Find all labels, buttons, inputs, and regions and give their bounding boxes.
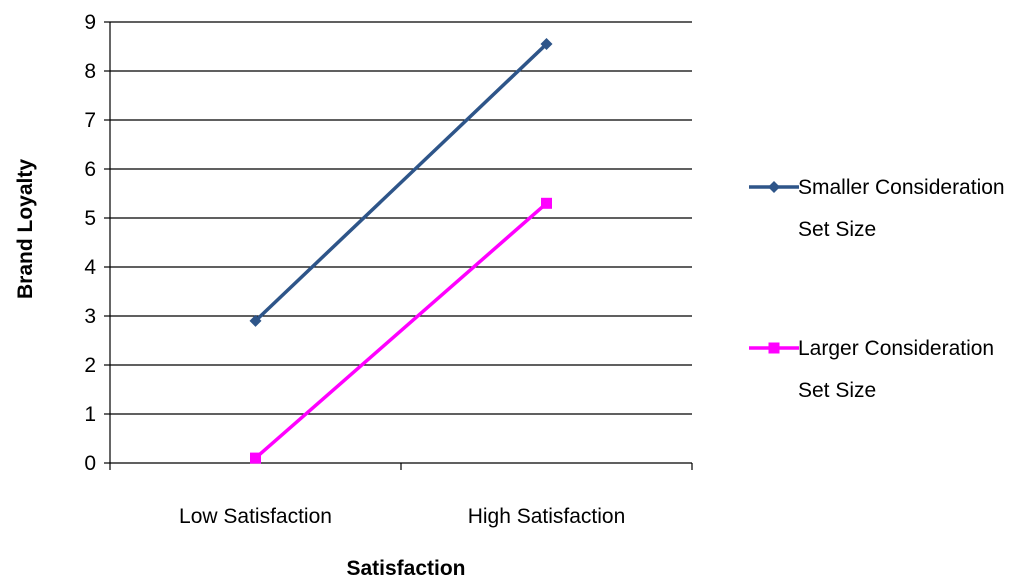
axes bbox=[104, 21, 693, 470]
y-tick-label: 1 bbox=[84, 403, 96, 426]
y-tick-label: 2 bbox=[84, 354, 96, 377]
y-tick-label: 0 bbox=[84, 452, 96, 475]
y-tick-label: 3 bbox=[84, 305, 96, 328]
y-tick-label: 9 bbox=[84, 11, 96, 34]
data-point bbox=[250, 452, 261, 464]
legend-label: Smaller Consideration Set Size bbox=[798, 176, 1005, 241]
gridlines bbox=[110, 21, 692, 415]
y-tick-label: 4 bbox=[84, 256, 96, 279]
x-tick-labels: Low Satisfaction High Satisfaction bbox=[179, 505, 625, 528]
y-tick-label: 5 bbox=[84, 207, 96, 230]
data-point bbox=[541, 197, 552, 209]
series-line-1 bbox=[254, 42, 548, 323]
legend-label: Larger Consideration Set Size bbox=[798, 337, 994, 402]
y-axis-title: Brand Loyalty bbox=[14, 159, 37, 299]
legend-swatch-marker bbox=[768, 181, 780, 193]
data-point bbox=[540, 38, 553, 51]
legend: Smaller Consideration Set Size Larger Cons… bbox=[749, 176, 1005, 402]
series bbox=[249, 38, 553, 464]
data-point bbox=[249, 314, 262, 327]
series-line-2 bbox=[254, 201, 548, 460]
legend-swatch-marker bbox=[768, 342, 780, 354]
x-axis-title: Satisfaction bbox=[346, 557, 465, 580]
x-tick-label: Low Satisfaction bbox=[179, 505, 332, 528]
y-tick-labels: 0 1 2 3 4 5 6 7 8 9 bbox=[84, 11, 96, 475]
y-tick-label: 8 bbox=[84, 60, 96, 83]
x-tick-label: High Satisfaction bbox=[468, 505, 626, 528]
y-tick-label: 6 bbox=[84, 158, 96, 181]
y-tick-label: 7 bbox=[84, 109, 96, 132]
